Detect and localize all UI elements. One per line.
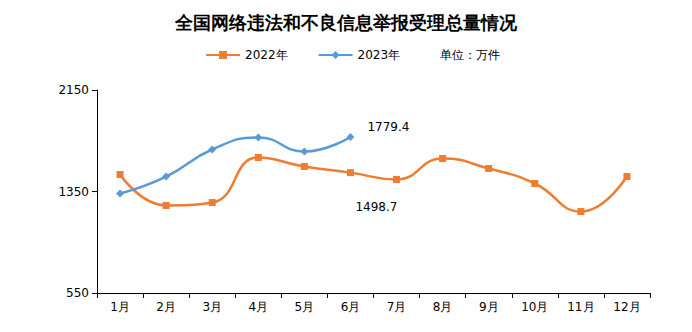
svg-text:全国网络违法和不良信息举报受理总量情况: 全国网络违法和不良信息举报受理总量情况 (174, 12, 518, 33)
svg-text:4月: 4月 (248, 300, 268, 314)
svg-text:2150: 2150 (58, 83, 89, 97)
svg-text:2月: 2月 (156, 300, 176, 314)
svg-text:2023年: 2023年 (358, 48, 401, 62)
svg-text:5月: 5月 (295, 300, 315, 314)
svg-text:7月: 7月 (387, 300, 407, 314)
svg-text:1779.4: 1779.4 (367, 120, 409, 134)
svg-text:1350: 1350 (58, 185, 89, 199)
svg-text:1498.7: 1498.7 (355, 200, 397, 214)
svg-text:12月: 12月 (613, 300, 640, 314)
svg-text:2022年: 2022年 (245, 48, 288, 62)
svg-text:11月: 11月 (567, 300, 594, 314)
svg-text:9月: 9月 (479, 300, 499, 314)
svg-text:1月: 1月 (110, 300, 130, 314)
svg-text:8月: 8月 (433, 300, 453, 314)
svg-text:6月: 6月 (341, 300, 361, 314)
svg-text:3月: 3月 (202, 300, 222, 314)
svg-text:单位：万件: 单位：万件 (440, 48, 500, 62)
svg-text:10月: 10月 (521, 300, 548, 314)
svg-text:550: 550 (66, 286, 89, 300)
